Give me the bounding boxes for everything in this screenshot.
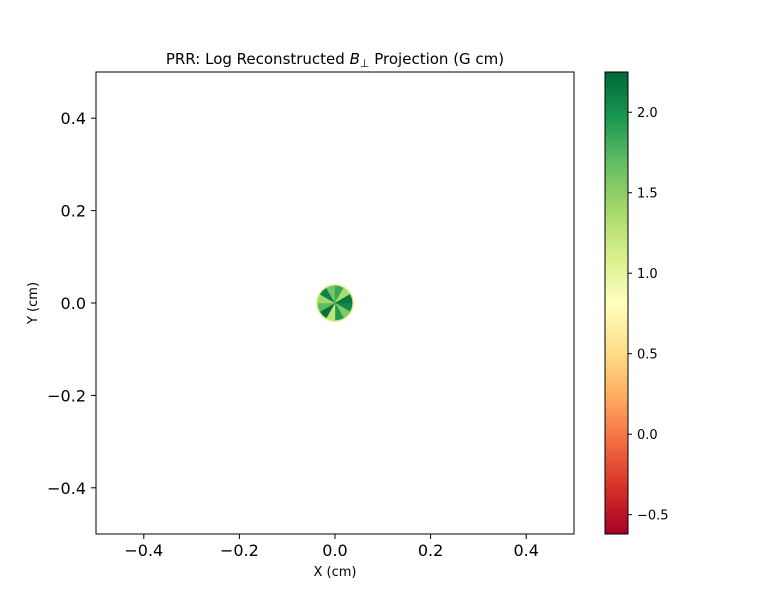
- y-tick-label: 0.0: [61, 294, 86, 313]
- x-tick-label: 0.4: [513, 541, 538, 560]
- x-axis-label: X (cm): [314, 565, 357, 580]
- y-axis-label: Y (cm): [26, 282, 41, 325]
- x-axis-ticks: −0.4 −0.2 0.0 0.2 0.4: [124, 534, 539, 560]
- y-tick-label: 0.4: [61, 109, 86, 128]
- x-tick-label: −0.2: [220, 541, 259, 560]
- chart-title: PRR: Log Reconstructed B⊥ Projection (G …: [166, 50, 504, 70]
- colorbar-tick-label: 0.5: [637, 348, 658, 363]
- title-prefix: PRR: Log Reconstructed: [166, 50, 350, 68]
- colorbar-tick-label: 2.0: [637, 106, 658, 121]
- colorbar-gradient: [605, 72, 628, 534]
- title-symbol: B: [350, 50, 360, 68]
- title-suffix: Projection (G cm): [369, 50, 504, 68]
- y-tick-label: −0.4: [47, 479, 86, 498]
- y-axis-ticks: −0.4 −0.2 0.0 0.2 0.4: [47, 109, 96, 498]
- colorbar-tick-label: 1.0: [637, 267, 658, 282]
- title-subscript: ⊥: [360, 57, 370, 70]
- colorbar-tick-label: 0.0: [637, 428, 658, 443]
- x-tick-label: −0.4: [124, 541, 163, 560]
- colorbar-ticks: −0.5 0.0 0.5 1.0 1.5 2.0: [628, 106, 669, 524]
- y-tick-label: 0.2: [61, 202, 86, 221]
- x-tick-label: 0.2: [418, 541, 443, 560]
- disk-sector: [334, 294, 353, 304]
- y-tick-label: −0.2: [47, 386, 86, 405]
- x-tick-label: 0.0: [322, 541, 347, 560]
- colorbar-tick-label: 1.5: [637, 187, 658, 202]
- plot-area: [316, 284, 354, 322]
- colorbar-tick-label: −0.5: [637, 509, 669, 524]
- colorbar-frame: [604, 71, 629, 535]
